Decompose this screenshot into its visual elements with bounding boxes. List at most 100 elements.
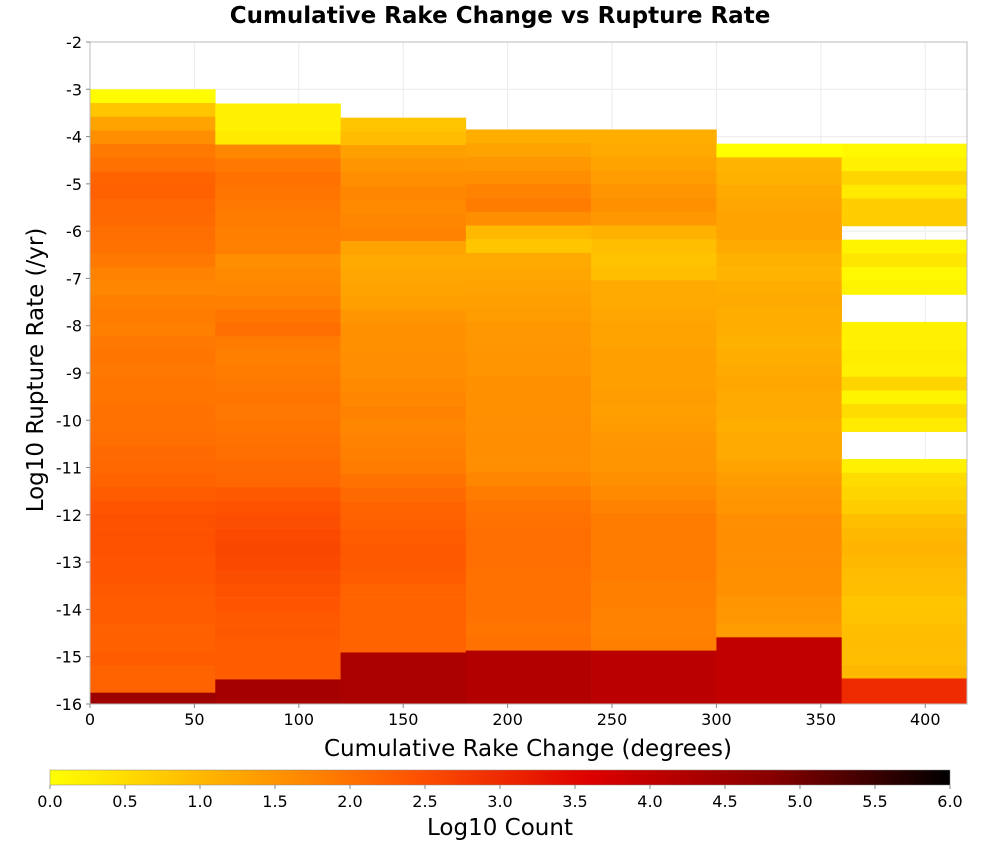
y-tick-label: -13 xyxy=(56,553,82,572)
heatmap-cell xyxy=(716,184,843,199)
heatmap-cell xyxy=(215,254,341,269)
heatmap-cell xyxy=(716,390,843,405)
heatmap-cell xyxy=(716,363,843,378)
heatmap-cell xyxy=(340,309,467,324)
heatmap-cell xyxy=(591,239,717,254)
heatmap-cell xyxy=(465,486,592,501)
heatmap-cell xyxy=(591,499,717,514)
heatmap-cell xyxy=(716,376,843,391)
x-axis-label: Cumulative Rake Change (degrees) xyxy=(324,736,732,762)
heatmap-cell xyxy=(465,431,592,446)
heatmap-cell xyxy=(90,418,216,433)
heatmap-cell xyxy=(90,212,216,227)
heatmap-cell xyxy=(465,184,592,199)
heatmap-cell xyxy=(90,582,216,597)
heatmap-cell xyxy=(215,501,341,516)
heatmap-cells xyxy=(90,89,968,705)
heatmap-cell xyxy=(465,458,592,473)
heatmap-cell xyxy=(716,527,843,542)
colorbar-tick-label: 2.5 xyxy=(412,792,437,811)
y-tick-label: -4 xyxy=(66,128,82,147)
heatmap-cell xyxy=(716,513,843,528)
heatmap-cell xyxy=(465,362,592,377)
heatmap-cell xyxy=(591,184,717,199)
y-tick-label: -5 xyxy=(66,175,82,194)
heatmap-cell xyxy=(716,445,843,460)
heatmap-cell xyxy=(215,309,341,324)
heatmap-cell xyxy=(340,583,467,598)
heatmap-cell xyxy=(215,418,341,433)
heatmap-cell xyxy=(340,487,467,502)
colorbar-tick-label: 2.0 xyxy=(337,792,362,811)
heatmap-cell xyxy=(215,391,341,406)
heatmap-cell xyxy=(465,321,592,336)
heatmap-cell xyxy=(340,117,467,132)
heatmap-cell xyxy=(90,240,216,255)
heatmap-cell xyxy=(591,623,717,638)
heatmap-cell xyxy=(90,294,216,309)
heatmap-cell xyxy=(841,500,968,515)
heatmap-cell xyxy=(90,226,216,241)
heatmap-cell xyxy=(215,597,341,612)
heatmap-cell xyxy=(716,431,843,446)
heatmap-cell xyxy=(90,185,216,200)
heatmap-cell xyxy=(716,294,843,309)
heatmap-cell xyxy=(465,225,592,240)
heatmap-cell xyxy=(716,143,843,158)
heatmap-cell xyxy=(215,460,341,475)
heatmap-cell xyxy=(716,459,843,474)
heatmap-cell xyxy=(841,239,968,254)
heatmap-cell xyxy=(591,170,717,185)
heatmap-cell xyxy=(215,651,341,666)
heatmap-cell xyxy=(340,501,467,516)
heatmap-cell xyxy=(716,253,843,268)
heatmap-cell xyxy=(716,472,843,487)
colorbar-tick-label: 0.0 xyxy=(37,792,62,811)
heatmap-cell xyxy=(465,280,592,295)
heatmap-cell xyxy=(591,266,717,281)
heatmap-cell xyxy=(591,198,717,213)
heatmap-cell xyxy=(841,404,968,419)
heatmap-cell xyxy=(340,254,467,269)
heatmap-cell xyxy=(716,321,843,336)
heatmap-cell xyxy=(340,474,467,489)
heatmap-cell xyxy=(841,184,968,199)
heatmap-cell xyxy=(716,308,843,323)
colorbar-tick-label: 3.0 xyxy=(487,792,512,811)
heatmap-cell xyxy=(716,582,843,597)
heatmap-cell xyxy=(340,570,467,585)
heatmap-cell xyxy=(465,198,592,213)
heatmap-cell xyxy=(215,295,341,310)
heatmap-cell xyxy=(340,556,467,571)
heatmap-cell xyxy=(90,432,216,447)
heatmap-cell xyxy=(215,281,341,296)
colorbar-tick-label: 1.0 xyxy=(187,792,212,811)
heatmap-cell xyxy=(340,158,467,173)
heatmap-cell xyxy=(591,376,717,391)
chart-title: Cumulative Rake Change vs Rupture Rate xyxy=(230,3,771,29)
heatmap-cell xyxy=(591,431,717,446)
heatmap-cell xyxy=(716,500,843,515)
heatmap-cell xyxy=(340,323,467,338)
heatmap-cell xyxy=(340,268,467,283)
heatmap-cell xyxy=(90,198,216,214)
heatmap-cell xyxy=(340,241,467,256)
heatmap-cell xyxy=(716,280,843,295)
heatmap-cell xyxy=(716,404,843,419)
heatmap-cell xyxy=(591,225,717,240)
colorbar xyxy=(49,769,951,786)
heatmap-cell xyxy=(465,376,592,391)
colorbar-tick-label: 4.5 xyxy=(712,792,737,811)
heatmap-cell xyxy=(591,321,717,336)
heatmap-cell xyxy=(340,131,467,146)
heatmap-cell xyxy=(215,514,341,529)
y-tick-label: -11 xyxy=(56,459,82,478)
heatmap-cell xyxy=(591,609,717,624)
y-tick-label: -16 xyxy=(56,695,82,714)
heatmap-cell xyxy=(591,129,717,144)
heatmap-cell xyxy=(90,89,216,104)
heatmap-cell xyxy=(90,308,216,323)
heatmap-cell xyxy=(340,199,467,214)
heatmap-cell xyxy=(215,583,341,598)
heatmap-cell xyxy=(215,199,341,214)
